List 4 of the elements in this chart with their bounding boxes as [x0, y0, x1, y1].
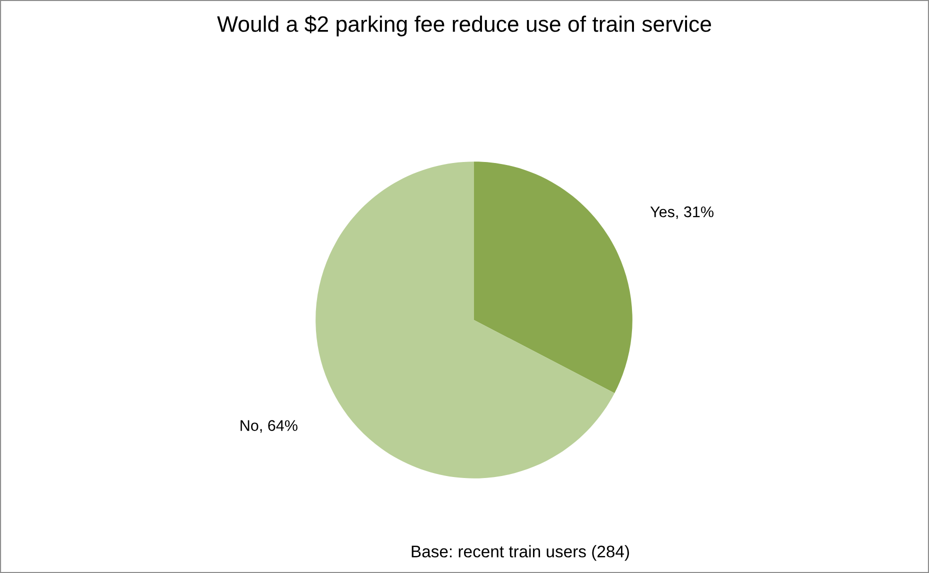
text: Base: recent train users (284) — [412, 545, 629, 561]
chart-title: Would a $2 parking fee reduce use of train service — [217, 15, 712, 36]
slice-label: Yes, 31% — [650, 206, 714, 220]
slice-label: No, 64% — [240, 420, 298, 433]
